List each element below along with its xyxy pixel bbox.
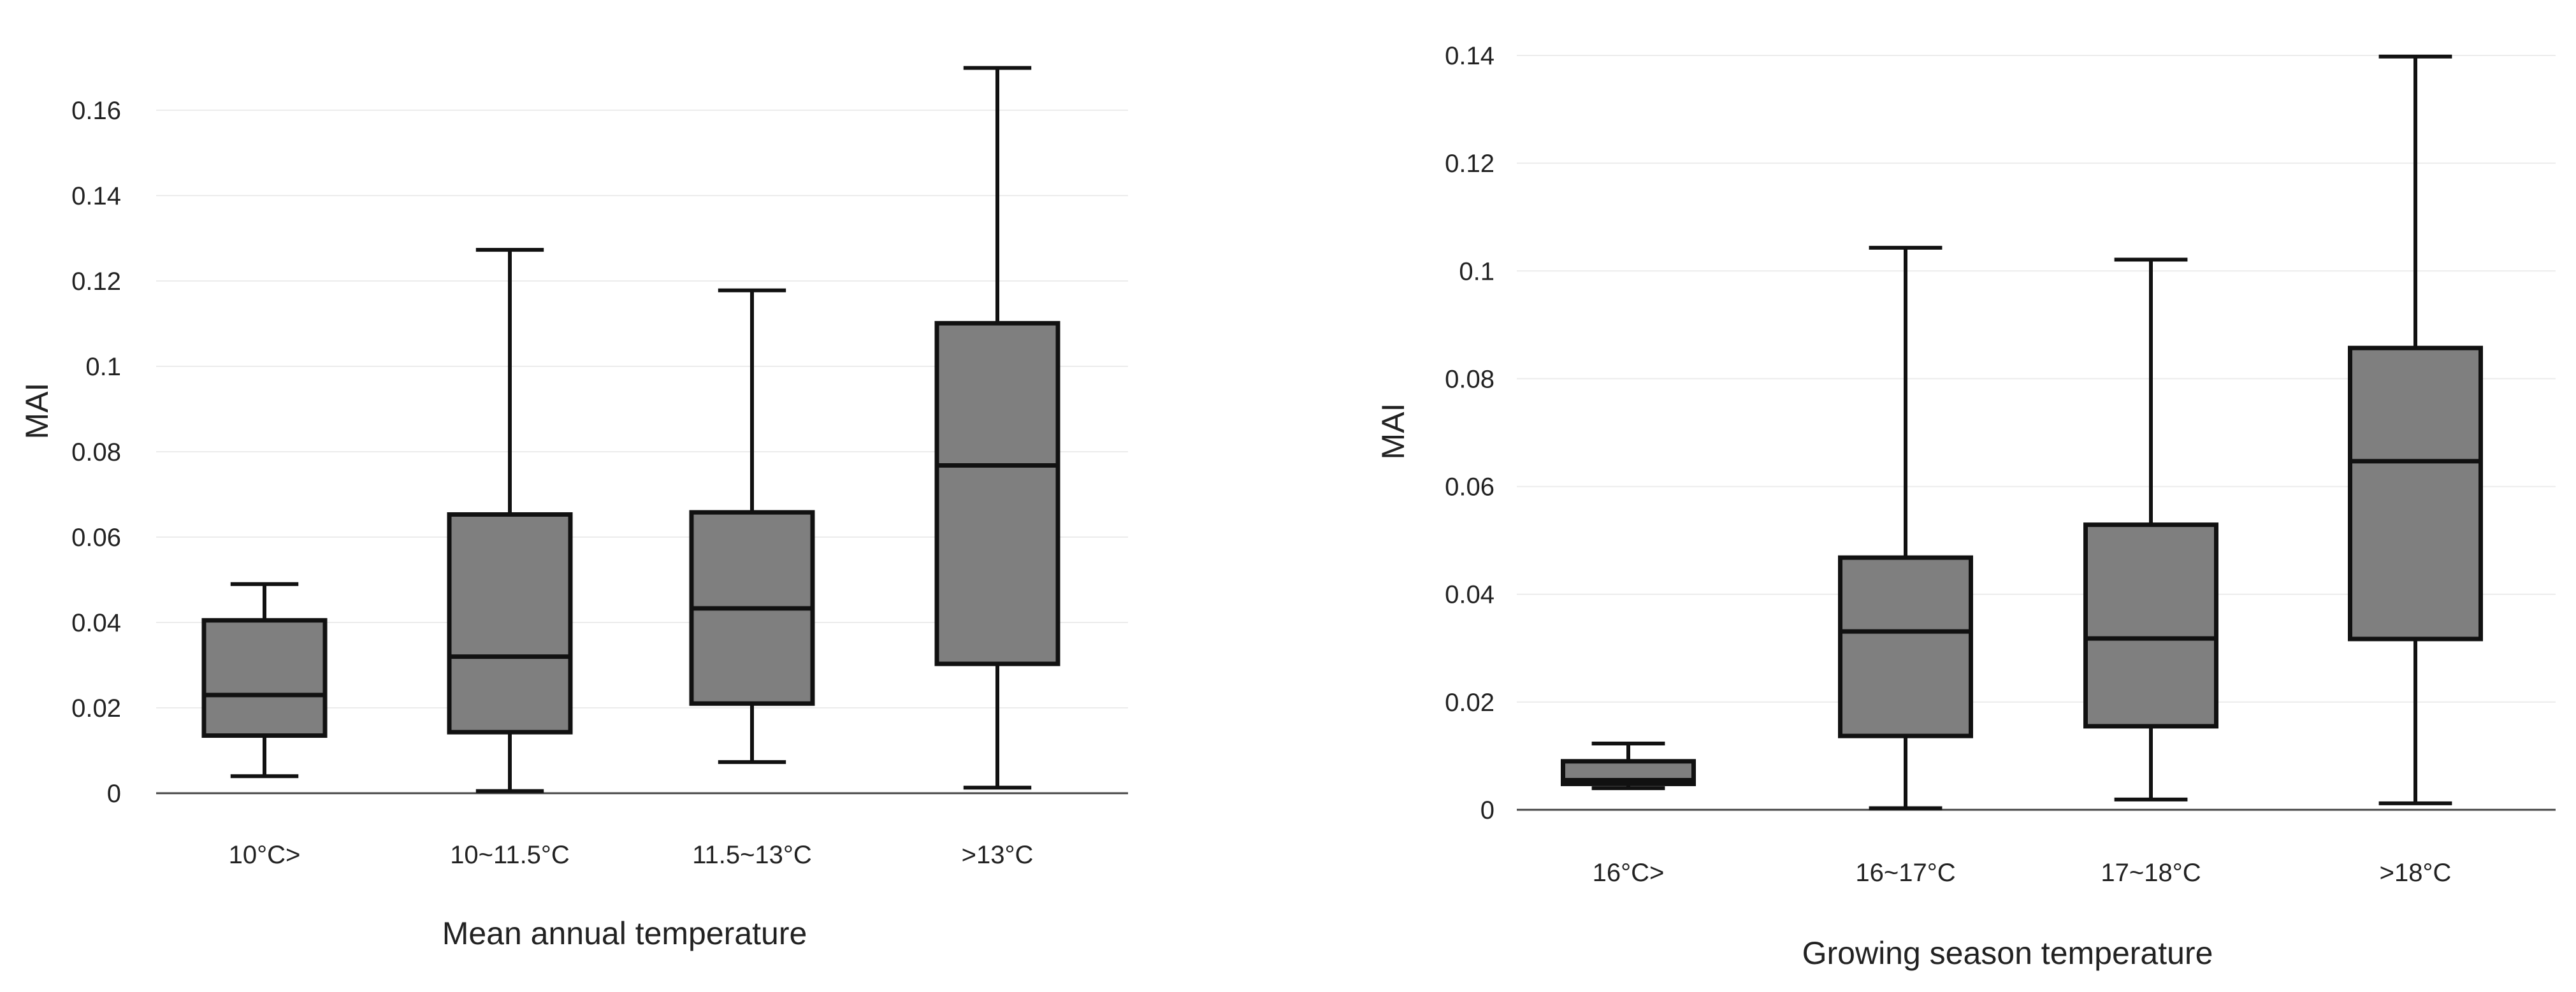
right-y-tick-label: 0.08 xyxy=(1445,365,1494,393)
right-box xyxy=(1838,555,1973,738)
left-box xyxy=(201,618,328,738)
chart-growing-season: 0 0.02 0.04 0.06 0.08 0.1 0.12 0.14 16°C> 16~17°… xyxy=(1375,42,2556,971)
left-x-tick-label: 11.5~13°C xyxy=(692,841,812,869)
right-x-tick-label: 16°C> xyxy=(1593,859,1665,887)
left-y-tick-label: 0.1 xyxy=(85,353,121,381)
right-x-axis-title: Growing season temperature xyxy=(1802,935,2213,971)
right-y-tick-label: 0.14 xyxy=(1445,42,1494,70)
right-boxes xyxy=(1561,54,2483,810)
right-box xyxy=(2083,522,2218,729)
left-boxes xyxy=(201,66,1060,793)
left-x-axis-title: Mean annual temperature xyxy=(442,916,807,951)
left-y-tick-label: 0.02 xyxy=(71,694,121,722)
left-x-tick-label: 10~11.5°C xyxy=(450,841,570,869)
left-y-tick-label: 0.12 xyxy=(71,268,121,296)
left-y-tick-label: 0.16 xyxy=(71,97,121,125)
left-box xyxy=(447,512,573,735)
right-x-tick-label: >18°C xyxy=(2380,859,2452,887)
left-box xyxy=(934,320,1060,666)
right-y-tick-label: 0 xyxy=(1480,796,1494,824)
left-y-tick-label: 0.06 xyxy=(71,524,121,552)
left-y-ticks: 0 0.02 0.04 0.06 0.08 0.1 0.12 0.14 0.16 xyxy=(71,97,121,808)
left-x-tick-label: >13°C xyxy=(962,841,1034,869)
right-x-tick-label: 17~18°C xyxy=(2101,859,2201,887)
chart-mean-annual: 00.020.040.060.080.10.120.140.16 10°C> 10… xyxy=(19,66,1128,951)
right-y-axis-title: MAI xyxy=(1375,403,1411,460)
left-x-ticks: 10°C> 10~11.5°C 11.5~13°C >13°C xyxy=(229,841,1034,869)
left-x-tick-label: 10°C> xyxy=(229,841,301,869)
left-y-tick-label: 0.04 xyxy=(71,609,121,637)
left-y-tick-label: 0.08 xyxy=(71,438,121,466)
right-x-ticks: 16°C> 16~17°C 17~18°C >18°C xyxy=(1593,859,2452,887)
right-y-tick-label: 0.1 xyxy=(1459,257,1494,285)
right-y-tick-label: 0.04 xyxy=(1445,581,1494,609)
right-y-tick-label: 0.02 xyxy=(1445,689,1494,717)
left-y-axis-title: MAI xyxy=(19,383,55,440)
right-y-tick-label: 0.12 xyxy=(1445,150,1494,178)
right-box xyxy=(2348,345,2483,642)
right-y-tick-label: 0.06 xyxy=(1445,473,1494,501)
left-y-tick-label: 0.14 xyxy=(71,182,121,210)
right-y-ticks: 0 0.02 0.04 0.06 0.08 0.1 0.12 0.14 xyxy=(1445,42,1494,824)
left-y-tick-label: 0 xyxy=(107,780,121,808)
right-x-tick-label: 16~17°C xyxy=(1855,859,1955,887)
